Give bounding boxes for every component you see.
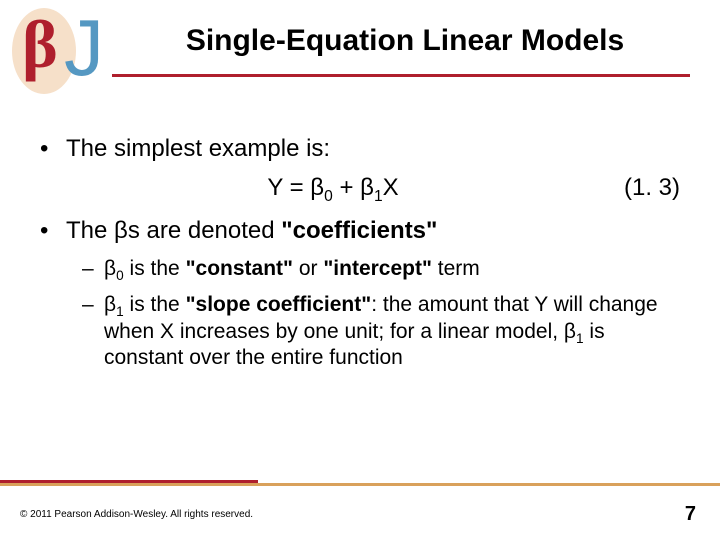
sb-sub: 1 <box>116 304 124 319</box>
bullet-intercept: β0 is the "constant" or "intercept" term <box>82 256 680 282</box>
footer-rule-outer <box>0 483 720 486</box>
sb-mid: is the <box>124 293 186 316</box>
logo-beta-icon: β <box>22 10 58 78</box>
eq-mid: + β <box>333 174 374 201</box>
sa-bold2: "intercept" <box>323 257 432 280</box>
copyright: © 2011 Pearson Addison-Wesley. All right… <box>20 509 253 520</box>
sb-bold: "slope coefficient" <box>186 293 372 316</box>
equation-number: (1. 3) <box>600 174 680 202</box>
logo: β J <box>12 8 112 98</box>
eq-rhs: X <box>383 174 399 201</box>
sa-post: term <box>432 257 480 280</box>
b2-pre: The βs are denoted <box>66 217 281 244</box>
eq-sub0: 0 <box>324 188 333 205</box>
slide: β J Single-Equation Linear Models The si… <box>0 0 720 540</box>
equation-row: Y = β0 + β1X (1. 3) <box>40 174 680 202</box>
sa-mid: is the <box>124 257 186 280</box>
bullet-coefficients: The βs are denoted "coefficients" <box>40 216 680 246</box>
sa-bold: "constant" <box>186 257 293 280</box>
equation: Y = β0 + β1X <box>66 174 600 202</box>
content-area: The simplest example is: Y = β0 + β1X (1… <box>40 120 680 381</box>
sb-pre: β <box>104 293 116 316</box>
eq-sub1: 1 <box>374 188 383 205</box>
b2-bold: "coefficients" <box>281 217 437 244</box>
bullet-simplest-example: The simplest example is: <box>40 134 680 164</box>
sa-mid2: or <box>293 257 323 280</box>
bullet-slope: β1 is the "slope coefficient": the amoun… <box>82 292 680 371</box>
page-title: Single-Equation Linear Models <box>130 24 680 58</box>
sa-pre: β <box>104 257 116 280</box>
eq-lhs: Y = β <box>267 174 324 201</box>
logo-j-icon: J <box>64 8 104 88</box>
footer-rule-inner <box>0 480 258 483</box>
title-rule <box>112 74 690 77</box>
sb-sub2: 1 <box>576 331 584 346</box>
sa-sub: 0 <box>116 268 124 283</box>
page-number: 7 <box>685 503 696 526</box>
